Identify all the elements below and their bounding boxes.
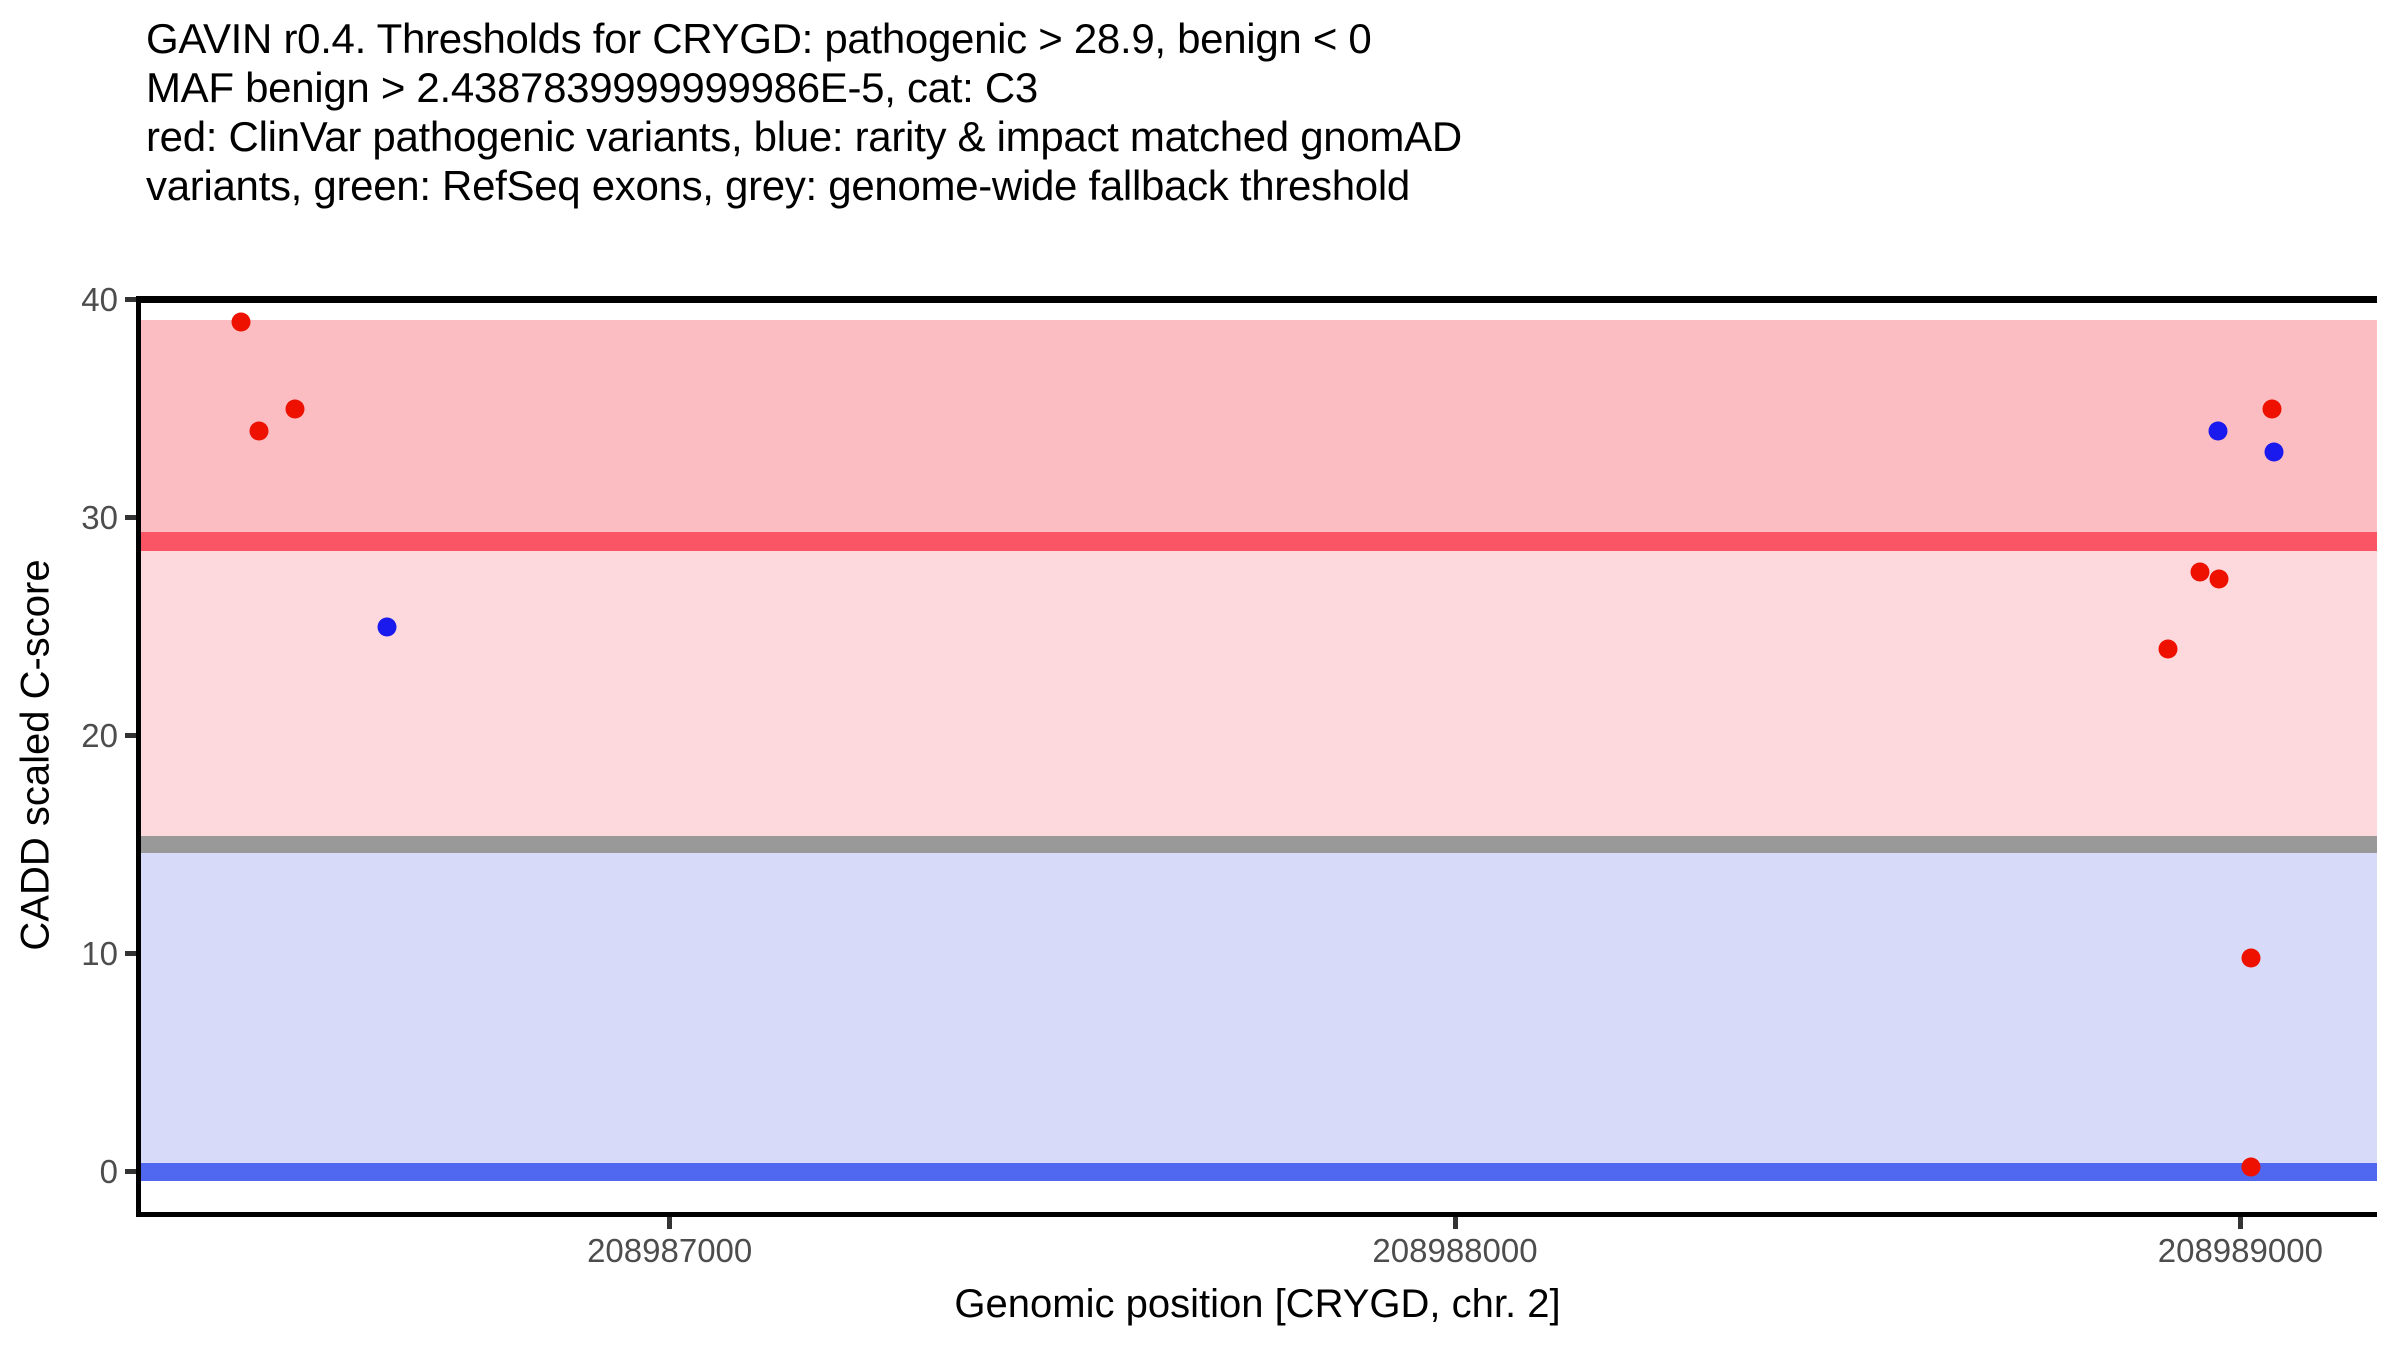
plot-title-line-2: MAF benign > 2.4387839999999986E-5, cat:… [146, 64, 1038, 111]
x-tick-label: 208988000 [1372, 1232, 1538, 1269]
benign-zone [138, 844, 2377, 1182]
clinvar-pathogenic-variant-point [2241, 1157, 2261, 1177]
gnomad-matched-variant-point [2208, 421, 2228, 440]
plot-title-line-3: red: ClinVar pathogenic variants, blue: … [146, 113, 1462, 160]
x-tick-label: 208987000 [587, 1232, 753, 1269]
clinvar-pathogenic-variant-point [231, 312, 251, 331]
gnomad-matched-variant-point [377, 617, 397, 637]
plot-panel [138, 296, 2377, 1214]
intermediate-zone [138, 541, 2377, 845]
y-tick-label: 0 [99, 1152, 118, 1190]
fallback-threshold-line [138, 836, 2377, 854]
x-axis-title: Genomic position [CRYGD, chr. 2] [954, 1282, 1561, 1326]
pathogenic-zone [138, 320, 2377, 542]
x-tick-mark [2237, 1217, 2243, 1229]
x-axis-line [136, 1212, 2377, 1217]
y-tick-mark [125, 515, 136, 521]
clinvar-pathogenic-variant-point [2190, 562, 2210, 582]
y-axis-title: CADD scaled C-score [13, 559, 58, 951]
plot-title: GAVIN r0.4. Thresholds for CRYGD: pathog… [146, 14, 1462, 210]
y-tick-label: 20 [81, 716, 118, 754]
y-axis-line [136, 296, 141, 1217]
y-tick-label: 10 [81, 934, 118, 972]
clinvar-pathogenic-variant-point [2241, 948, 2261, 968]
y-tick-mark [125, 733, 136, 739]
y-tick-mark [125, 1169, 136, 1175]
y-tick-mark [125, 297, 136, 303]
y-tick-mark [125, 951, 136, 957]
gnomad-matched-variant-point [2264, 442, 2284, 462]
plot-title-line-4: variants, green: RefSeq exons, grey: gen… [146, 162, 1410, 209]
benign-threshold-line [138, 1162, 2377, 1181]
y-tick-label: 30 [81, 498, 118, 536]
top-border-line [138, 296, 2377, 304]
clinvar-pathogenic-variant-point [2262, 399, 2282, 419]
plot-title-line-1: GAVIN r0.4. Thresholds for CRYGD: pathog… [146, 15, 1372, 62]
clinvar-pathogenic-variant-point [2209, 569, 2229, 589]
x-tick-label: 208989000 [2157, 1232, 2323, 1269]
x-tick-mark [667, 1217, 673, 1229]
pathogenic-threshold-line [138, 532, 2377, 552]
y-tick-label: 40 [81, 280, 118, 318]
x-tick-mark [1452, 1217, 1458, 1229]
clinvar-pathogenic-variant-point [285, 399, 305, 419]
clinvar-pathogenic-variant-point [249, 421, 269, 440]
clinvar-pathogenic-variant-point [2158, 639, 2178, 658]
